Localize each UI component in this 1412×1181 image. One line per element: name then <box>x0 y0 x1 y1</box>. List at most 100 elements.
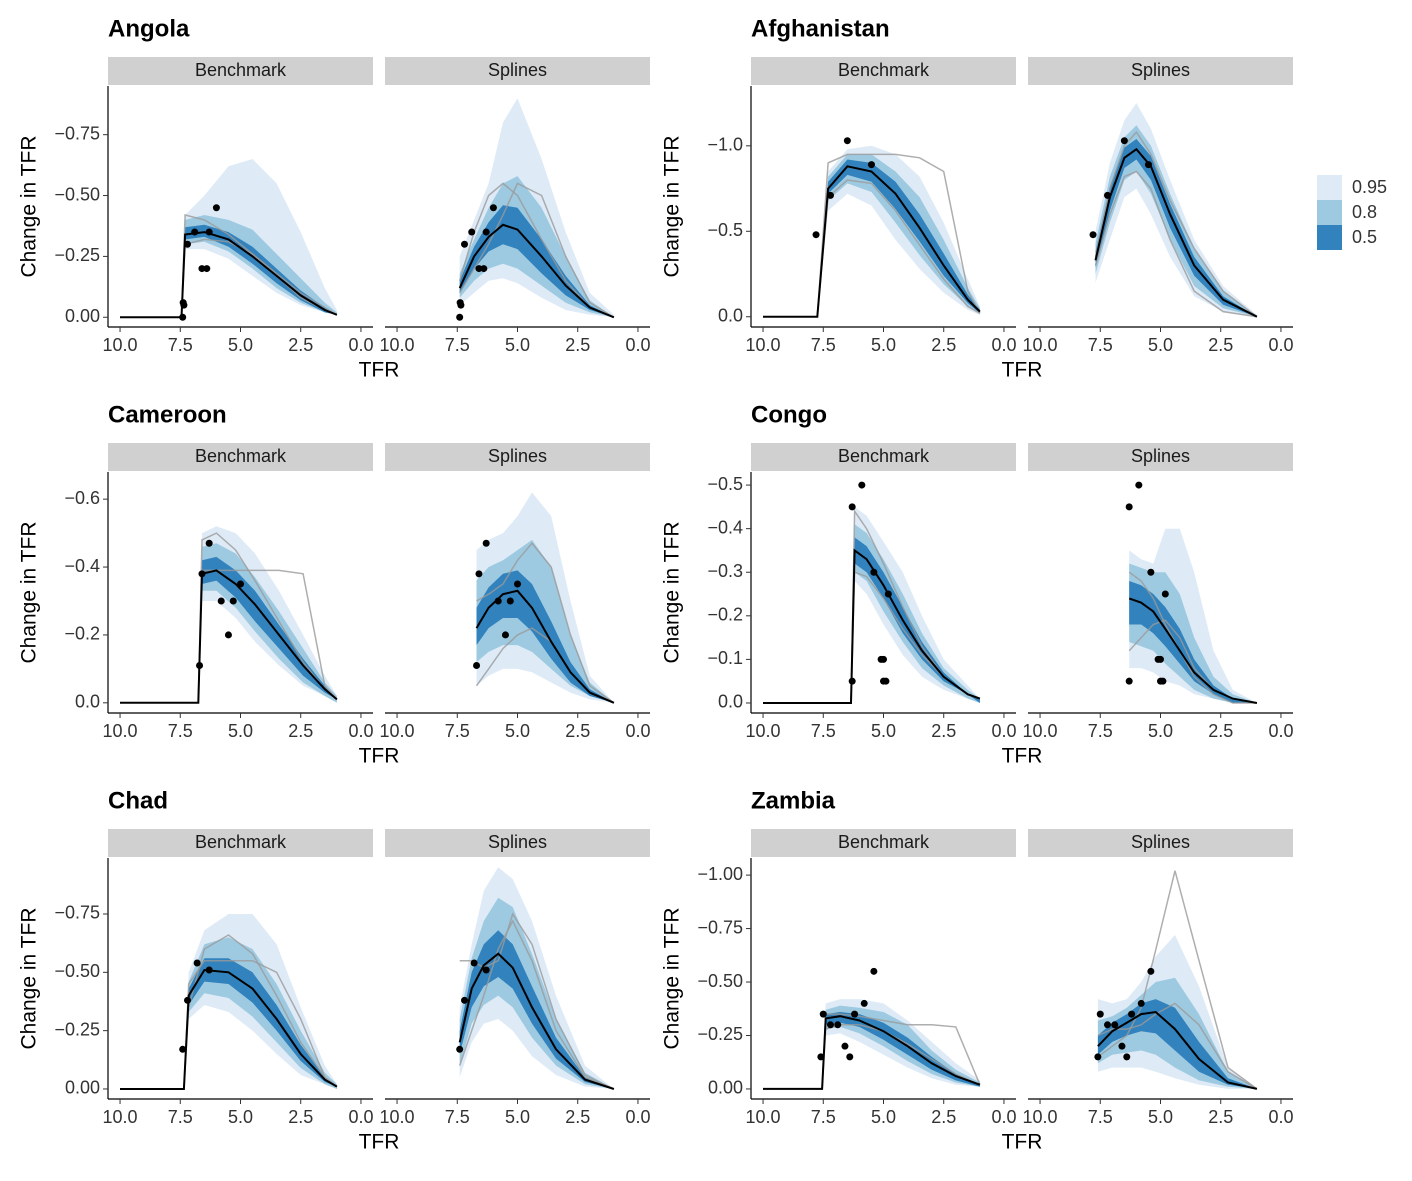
y-tick-label: 0.0 <box>718 692 743 712</box>
data-point <box>456 299 464 307</box>
x-tick-label: 7.5 <box>445 1107 470 1127</box>
x-axis-title: TFR <box>1002 359 1043 382</box>
facet-strip <box>1028 57 1293 85</box>
legend-label: 0.5 <box>1352 227 1377 247</box>
data-point <box>461 240 468 248</box>
facet-strip <box>1028 443 1293 471</box>
data-point <box>1159 677 1167 685</box>
x-tick-label: 2.5 <box>288 335 313 355</box>
y-tick-label: −0.3 <box>707 561 743 581</box>
data-point <box>1135 481 1143 489</box>
facet-strip <box>1028 829 1293 857</box>
x-tick-label: 5.0 <box>505 335 530 355</box>
x-tick-label: 10.0 <box>103 335 138 355</box>
data-point <box>482 228 490 236</box>
data-point <box>841 1042 849 1050</box>
median-line <box>475 589 615 704</box>
x-tick-label: 10.0 <box>746 1107 781 1127</box>
data-point <box>858 481 866 489</box>
data-point <box>846 1053 854 1061</box>
data-point <box>882 677 890 685</box>
strip-label: Splines <box>1131 60 1190 80</box>
facet-plot <box>1097 870 1258 1090</box>
data-point <box>867 161 875 169</box>
facet-plot <box>120 914 338 1090</box>
median-line <box>458 223 615 319</box>
strip-label: Benchmark <box>838 60 930 80</box>
x-tick-label: 2.5 <box>931 721 956 741</box>
data-point <box>482 966 490 974</box>
data-point <box>198 570 206 578</box>
data-point <box>196 661 204 669</box>
median-line <box>763 1015 981 1090</box>
data-point <box>468 228 476 236</box>
panel-title: Chad <box>108 787 168 814</box>
y-tick-label: 0.00 <box>708 1078 743 1098</box>
sample-line <box>476 542 615 704</box>
strip-label: Benchmark <box>838 446 930 466</box>
facet-strip <box>108 57 373 85</box>
strip-label: Splines <box>488 832 547 852</box>
y-tick-label: −0.6 <box>64 488 100 508</box>
data-point <box>1104 191 1111 199</box>
interval-band <box>459 897 614 1089</box>
y-axis-title: Change in TFR <box>18 907 41 1049</box>
data-point <box>456 313 464 321</box>
y-tick-label: −0.50 <box>54 184 100 204</box>
y-tick-label: 0.0 <box>718 305 743 325</box>
facet-strip <box>385 443 650 471</box>
data-point <box>205 228 213 236</box>
y-axis-title: Change in TFR <box>661 521 684 663</box>
y-tick-label: −1.0 <box>707 135 743 155</box>
median-line <box>120 968 338 1090</box>
data-point <box>1089 231 1097 239</box>
strip-label: Splines <box>1131 832 1190 852</box>
facet-plot <box>763 999 981 1090</box>
sample-line <box>1094 170 1258 318</box>
strip-label: Splines <box>1131 446 1190 466</box>
panel-title: Angola <box>108 15 190 42</box>
x-tick-label: 0.0 <box>991 721 1016 741</box>
x-tick-label: 10.0 <box>1023 721 1058 741</box>
y-tick-label: −0.4 <box>707 517 743 537</box>
data-point <box>1161 590 1169 598</box>
facet-plot <box>120 159 338 319</box>
x-tick-label: 2.5 <box>1208 1107 1233 1127</box>
median-line <box>763 548 981 704</box>
legend-swatch <box>1317 175 1342 200</box>
x-tick-label: 7.5 <box>1088 721 1113 741</box>
x-tick-label: 0.0 <box>625 721 650 741</box>
facet-plot <box>458 98 615 319</box>
facet-strip <box>751 57 1016 85</box>
x-tick-label: 5.0 <box>1148 335 1173 355</box>
x-tick-label: 5.0 <box>505 721 530 741</box>
data-point <box>494 597 502 605</box>
x-tick-label: 0.0 <box>1268 1107 1293 1127</box>
data-point <box>884 590 892 598</box>
data-point <box>827 1021 834 1029</box>
interval-band <box>1129 563 1257 703</box>
y-tick-label: −0.5 <box>707 220 743 240</box>
x-tick-label: 7.5 <box>445 335 470 355</box>
data-point <box>819 1010 827 1018</box>
median-line <box>458 952 615 1090</box>
x-tick-label: 2.5 <box>1208 721 1233 741</box>
data-point <box>191 228 199 236</box>
x-tick-label: 7.5 <box>1088 335 1113 355</box>
interval-band <box>763 154 980 317</box>
strip-label: Benchmark <box>195 446 287 466</box>
x-tick-label: 10.0 <box>380 721 415 741</box>
data-point <box>470 959 478 967</box>
x-tick-label: 7.5 <box>168 335 193 355</box>
x-tick-label: 0.0 <box>991 335 1016 355</box>
interval-band <box>763 537 980 703</box>
x-tick-label: 0.0 <box>991 1107 1016 1127</box>
facet-plot <box>458 867 615 1090</box>
x-tick-label: 10.0 <box>1023 1107 1058 1127</box>
interval-band <box>1097 999 1257 1089</box>
sample-line <box>1094 130 1258 318</box>
data-point <box>827 191 834 199</box>
data-point <box>848 677 856 685</box>
data-point <box>482 539 490 547</box>
data-point <box>198 265 206 273</box>
